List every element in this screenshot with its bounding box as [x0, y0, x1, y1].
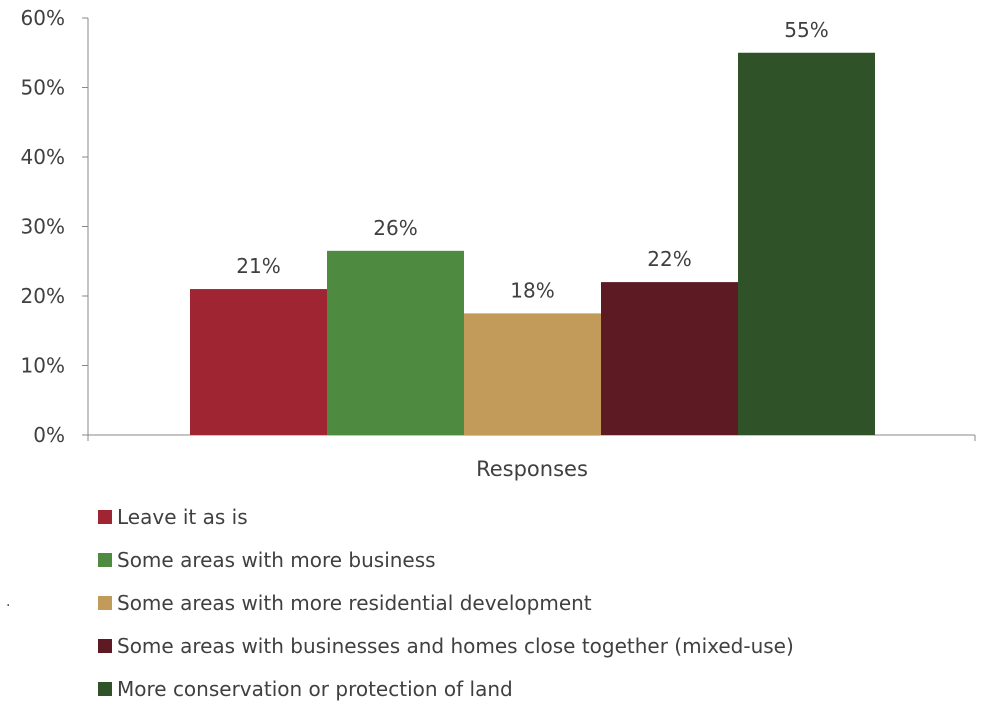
bar [738, 52, 875, 435]
legend-label: Some areas with businesses and homes clo… [117, 634, 794, 658]
bar-value-label: 55% [784, 18, 828, 42]
legend-label: Some areas with more residential develop… [117, 591, 592, 615]
y-tick-label: 0% [33, 423, 65, 447]
y-tick-label: 40% [21, 145, 65, 169]
x-axis-title: Responses [476, 457, 588, 481]
y-tick-label: 50% [21, 76, 65, 100]
y-tick-label: 30% [21, 215, 65, 239]
legend-swatch [98, 510, 112, 524]
axes: 0% 10% 20% 30% 40% 50% 60% [21, 6, 976, 447]
legend-swatch [98, 596, 112, 610]
bar-value-label: 18% [510, 278, 554, 302]
y-tick-label: 20% [21, 284, 65, 308]
bar-value-label: 26% [373, 216, 417, 240]
bars-group [190, 52, 875, 435]
legend-label: Leave it as is [117, 505, 248, 529]
bar [327, 250, 464, 435]
y-tick-label: 10% [21, 354, 65, 378]
bar-value-label: 22% [647, 247, 691, 271]
bar [190, 289, 327, 435]
stray-dot: . [6, 594, 10, 610]
legend: Leave it as is Some areas with more busin… [98, 505, 794, 701]
bar-value-label: 21% [236, 254, 280, 278]
data-labels-group: 21% 26% 18% 22% 55% [236, 18, 828, 303]
legend-label: More conservation or protection of land [117, 677, 513, 701]
legend-swatch [98, 639, 112, 653]
bar [601, 282, 738, 435]
bar [464, 313, 601, 435]
legend-label: Some areas with more business [117, 548, 436, 572]
legend-swatch [98, 553, 112, 567]
y-tick-label: 60% [21, 6, 65, 30]
legend-swatch [98, 682, 112, 696]
